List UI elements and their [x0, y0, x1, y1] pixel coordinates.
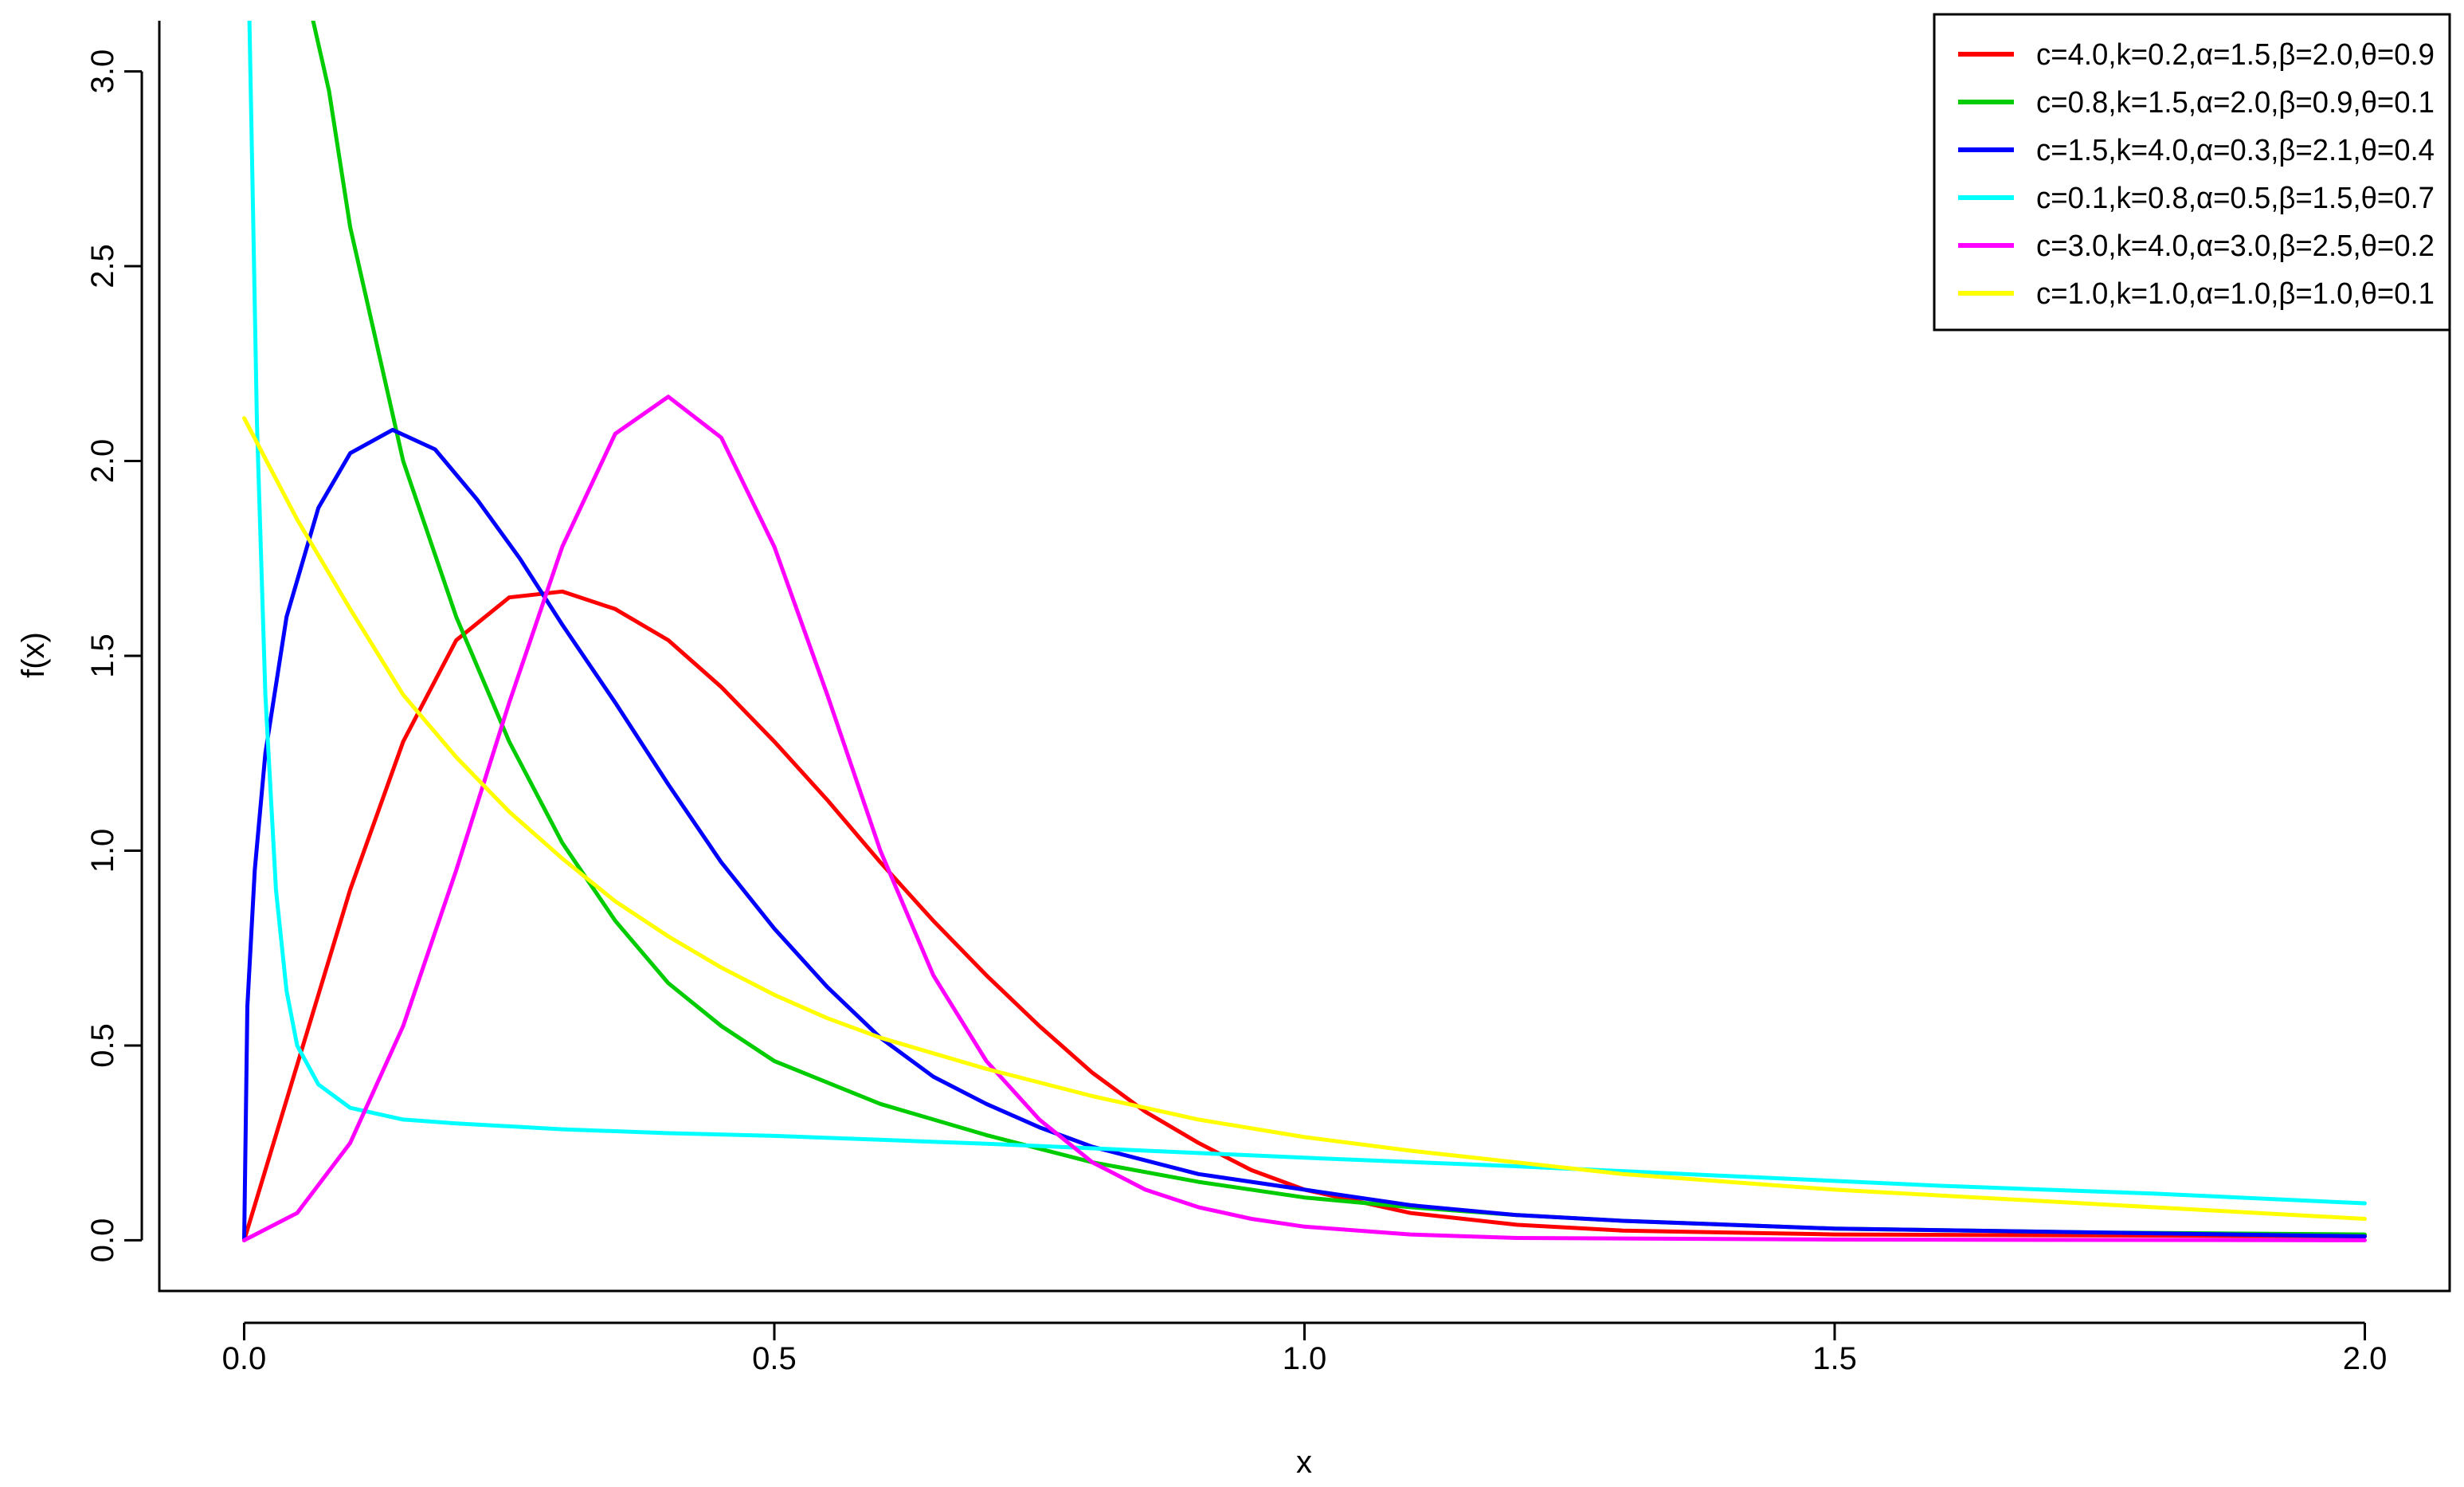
legend-box — [1933, 13, 2451, 332]
x-tick-label: 0.0 — [222, 1341, 267, 1376]
series-line-3 — [242, 427, 2367, 1242]
x-tick-label: 1.5 — [1812, 1341, 1857, 1376]
plot-frame — [158, 21, 2451, 1293]
y-tick-label: 3.0 — [85, 49, 120, 94]
y-tick-label: 1.5 — [85, 634, 120, 678]
legend-entry-label: c=0.8,k=1.5,α=2.0,β=0.9,θ=0.1 — [2036, 86, 2435, 120]
axes-layer: 0.0 0.5 1.0 1.5 2.0 0.0 0.5 1.0 1.5 2.0 2.5 3.0 — [85, 21, 2451, 1376]
x-tick-label: 2.0 — [2343, 1341, 2388, 1376]
legend-entry-label: c=4.0,k=0.2,α=1.5,β=2.0,θ=0.9 — [2036, 38, 2435, 72]
legend-entry-label: c=0.1,k=0.8,α=0.5,β=1.5,θ=0.7 — [2036, 182, 2435, 215]
y-tick-label: 0.5 — [85, 1023, 120, 1068]
y-tick-label: 0.0 — [85, 1218, 120, 1263]
legend-entry-label: c=1.5,k=4.0,α=0.3,β=2.1,θ=0.4 — [2036, 134, 2435, 167]
y-axis-label: f(x) — [16, 632, 51, 678]
legend-entry-label: c=3.0,k=4.0,α=3.0,β=2.5,θ=0.2 — [2036, 230, 2435, 263]
x-tick-label: 0.5 — [752, 1341, 797, 1376]
x-tick-label: 1.0 — [1283, 1341, 1327, 1376]
series-line-5 — [242, 394, 2367, 1242]
series-line-6 — [242, 416, 2367, 1221]
series-layer — [242, 21, 2367, 1242]
legend: c=4.0,k=0.2,α=1.5,β=2.0,θ=0.9 c=0.8,k=1.5… — [1933, 13, 2451, 332]
y-tick-label: 2.0 — [85, 439, 120, 484]
y-tick-label: 2.5 — [85, 244, 120, 288]
legend-entry-label: c=1.0,k=1.0,α=1.0,β=1.0,θ=0.1 — [2036, 277, 2435, 311]
x-axis-label: x — [1296, 1445, 1312, 1480]
y-tick-label: 1.0 — [85, 829, 120, 873]
